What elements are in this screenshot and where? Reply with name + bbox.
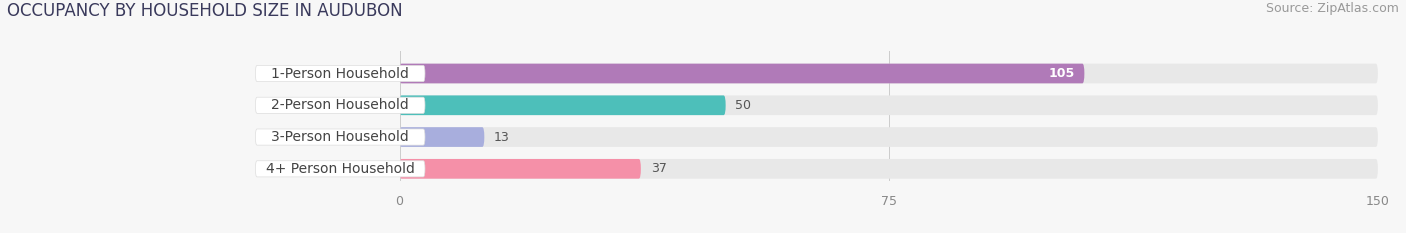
FancyBboxPatch shape: [399, 159, 1378, 179]
FancyBboxPatch shape: [256, 97, 425, 113]
Text: 2-Person Household: 2-Person Household: [271, 98, 409, 112]
FancyBboxPatch shape: [399, 159, 641, 179]
FancyBboxPatch shape: [399, 127, 1378, 147]
FancyBboxPatch shape: [399, 127, 484, 147]
FancyBboxPatch shape: [399, 64, 1378, 83]
Text: 50: 50: [735, 99, 751, 112]
Text: 3-Person Household: 3-Person Household: [271, 130, 409, 144]
Text: Source: ZipAtlas.com: Source: ZipAtlas.com: [1265, 2, 1399, 15]
FancyBboxPatch shape: [399, 96, 725, 115]
Text: 13: 13: [494, 130, 510, 144]
FancyBboxPatch shape: [256, 65, 425, 82]
FancyBboxPatch shape: [256, 161, 425, 177]
Text: 1-Person Household: 1-Person Household: [271, 66, 409, 80]
Text: 4+ Person Household: 4+ Person Household: [266, 162, 415, 176]
FancyBboxPatch shape: [256, 129, 425, 145]
FancyBboxPatch shape: [399, 64, 1084, 83]
FancyBboxPatch shape: [399, 96, 1378, 115]
Text: 105: 105: [1049, 67, 1074, 80]
Text: OCCUPANCY BY HOUSEHOLD SIZE IN AUDUBON: OCCUPANCY BY HOUSEHOLD SIZE IN AUDUBON: [7, 2, 402, 20]
Text: 37: 37: [651, 162, 666, 175]
